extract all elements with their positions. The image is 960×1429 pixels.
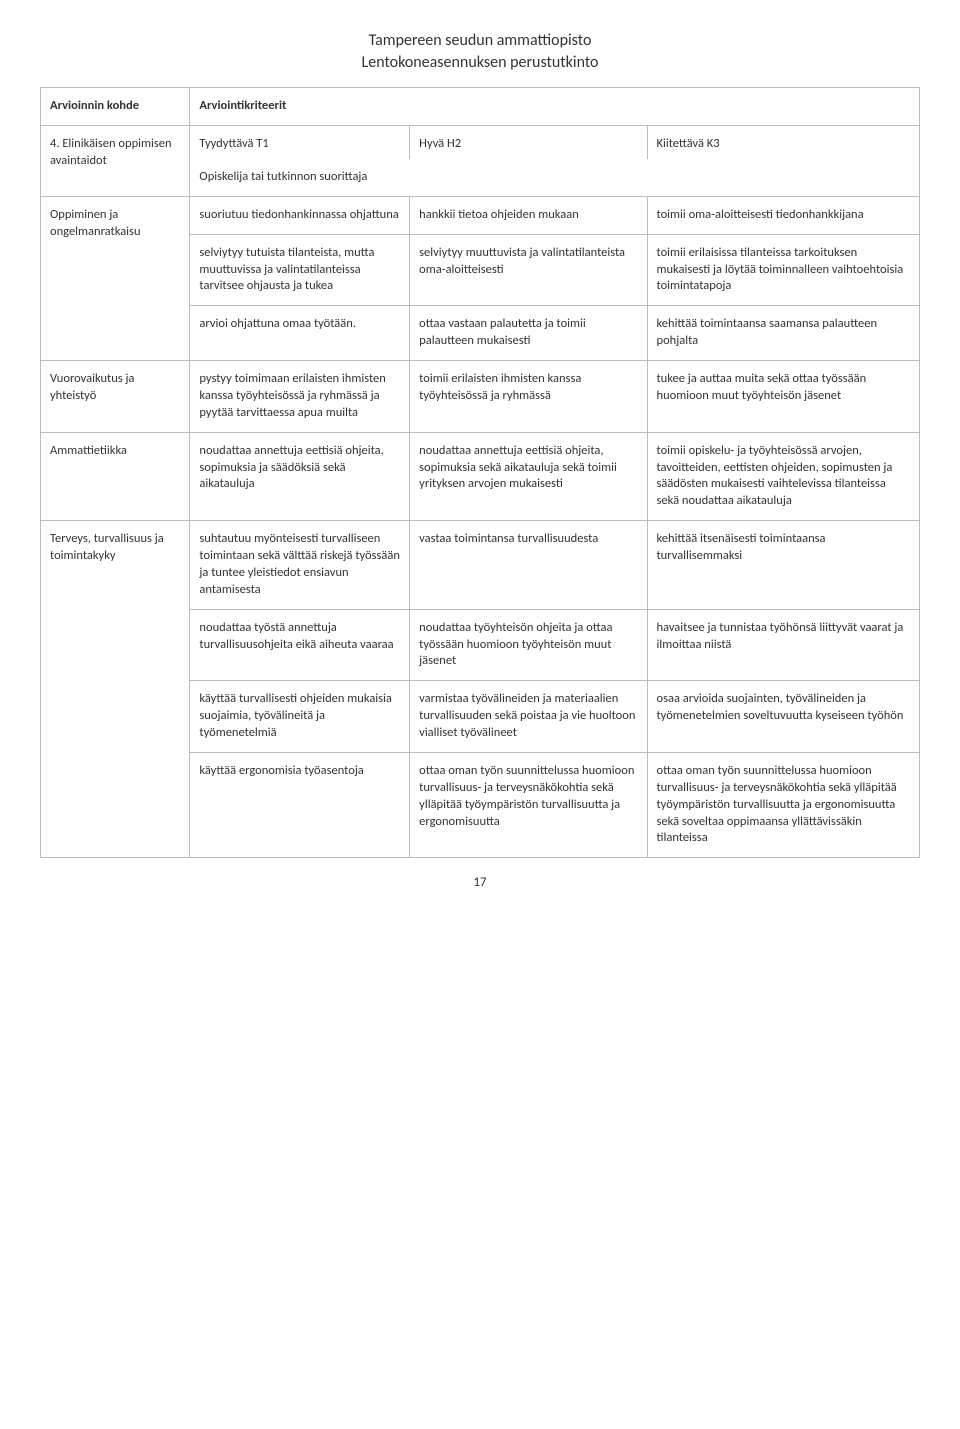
- cell: pystyy toimimaan erilaisten ihmisten kan…: [190, 361, 410, 433]
- vuorovaikutus-row-1: Vuorovaikutus ja yhteistyö pystyy toimim…: [41, 361, 920, 433]
- ammattietiikka-label: Ammattietiikka: [41, 432, 190, 521]
- cell: tukee ja auttaa muita sekä ottaa työssää…: [647, 361, 920, 433]
- cell: kehittää toimintaansa saamansa palauttee…: [647, 306, 920, 361]
- vuorovaikutus-label: Vuorovaikutus ja yhteistyö: [41, 361, 190, 433]
- cell: noudattaa annettuja eettisiä ohjeita, so…: [410, 432, 647, 521]
- cell: vastaa toimintansa turvallisuudesta: [410, 521, 647, 610]
- cell: selviytyy muuttuvista ja valintatilantei…: [410, 234, 647, 306]
- cell: kehittää itsenäisesti toimintaansa turva…: [647, 521, 920, 610]
- header-line-2: Lentokoneasennuksen perustutkinto: [40, 52, 920, 74]
- head-col1: Arviointikriteerit: [190, 88, 920, 126]
- cell: toimii erilaisissa tilanteissa tarkoituk…: [647, 234, 920, 306]
- cell: toimii oma-aloitteisesti tiedonhankkijan…: [647, 196, 920, 234]
- head-col0: Arvioinnin kohde: [41, 88, 190, 126]
- cell: noudattaa työyhteisön ohjeita ja ottaa t…: [410, 609, 647, 681]
- table-header-row: Arvioinnin kohde Arviointikriteerit: [41, 88, 920, 126]
- oppiminen-row-1: Oppiminen ja ongelmanratkaisu suoriutuu …: [41, 196, 920, 234]
- oppiminen-label: Oppiminen ja ongelmanratkaisu: [41, 196, 190, 360]
- grade-t1: Tyydyttävä T1: [190, 126, 410, 159]
- grade-k3: Kiitettävä K3: [647, 126, 920, 159]
- cell: noudattaa työstä annettuja turvallisuuso…: [190, 609, 410, 681]
- grade-h2: Hyvä H2: [410, 126, 647, 159]
- ammattietiikka-row-1: Ammattietiikka noudattaa annettuja eetti…: [41, 432, 920, 521]
- cell: hankkii tietoa ohjeiden mukaan: [410, 196, 647, 234]
- section4-subline: Opiskelija tai tutkinnon suorittaja: [190, 159, 920, 196]
- cell: ottaa vastaan palautetta ja toimii palau…: [410, 306, 647, 361]
- cell: toimii opiskelu- ja työyhteisössä arvoje…: [647, 432, 920, 521]
- cell: ottaa oman työn suunnittelussa huomioon …: [647, 752, 920, 857]
- cell: ottaa oman työn suunnittelussa huomioon …: [410, 752, 647, 857]
- cell: arvioi ohjattuna omaa työtään.: [190, 306, 410, 361]
- cell: suhtautuu myönteisesti turvalliseen toim…: [190, 521, 410, 610]
- cell: havaitsee ja tunnistaa työhönsä liittyvä…: [647, 609, 920, 681]
- cell: selviytyy tutuista tilanteista, mutta mu…: [190, 234, 410, 306]
- cell: toimii erilaisten ihmisten kanssa työyht…: [410, 361, 647, 433]
- cell: suoriutuu tiedonhankinnassa ohjattuna: [190, 196, 410, 234]
- header-line-1: Tampereen seudun ammattiopisto: [40, 30, 920, 52]
- cell: varmistaa työvälineiden ja materiaalien …: [410, 681, 647, 753]
- terveys-row-1: Terveys, turvallisuus ja toimintakyky su…: [41, 521, 920, 610]
- section4-label: 4. Elinikäisen oppimisen avaintaidot: [41, 126, 190, 197]
- cell: käyttää turvallisesti ohjeiden mukaisia …: [190, 681, 410, 753]
- section4-grade-row: 4. Elinikäisen oppimisen avaintaidot Tyy…: [41, 126, 920, 159]
- cell: käyttää ergonomisia työasentoja: [190, 752, 410, 857]
- cell: noudattaa annettuja eettisiä ohjeita, so…: [190, 432, 410, 521]
- cell: osaa arvioida suojainten, työvälineiden …: [647, 681, 920, 753]
- terveys-label: Terveys, turvallisuus ja toimintakyky: [41, 521, 190, 858]
- criteria-table: Arvioinnin kohde Arviointikriteerit 4. E…: [40, 87, 920, 858]
- page-number: 17: [40, 874, 920, 892]
- document-header: Tampereen seudun ammattiopisto Lentokone…: [40, 30, 920, 73]
